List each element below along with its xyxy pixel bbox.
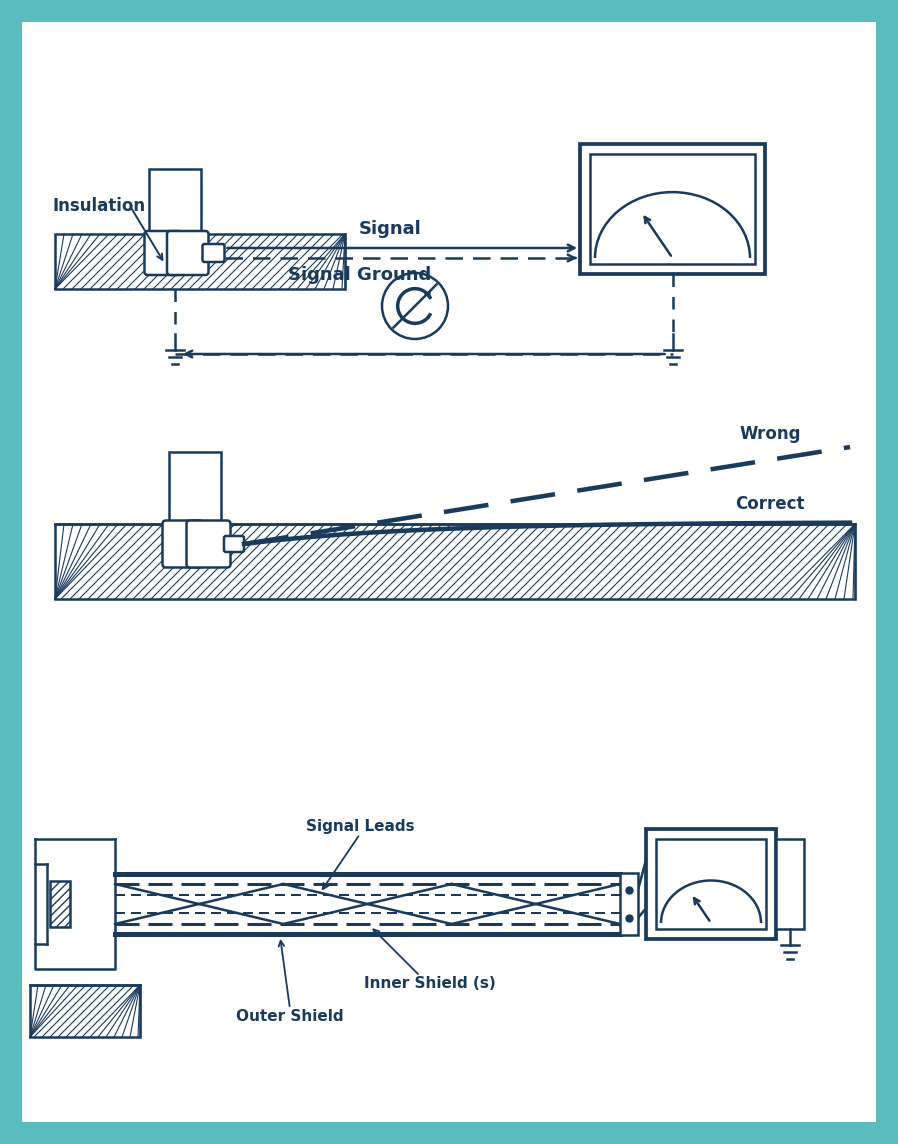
FancyBboxPatch shape <box>224 537 244 553</box>
FancyBboxPatch shape <box>145 231 182 275</box>
Bar <box>149 169 201 235</box>
Text: Correct: Correct <box>735 495 805 514</box>
Text: Signal Ground: Signal Ground <box>288 267 432 284</box>
Bar <box>656 839 766 929</box>
Bar <box>30 985 140 1036</box>
Bar <box>776 839 804 929</box>
FancyBboxPatch shape <box>163 521 203 567</box>
Text: Signal Leads: Signal Leads <box>305 819 414 834</box>
Text: Insulation: Insulation <box>52 197 145 215</box>
Bar <box>580 144 765 275</box>
FancyBboxPatch shape <box>187 521 231 567</box>
Bar <box>55 524 855 599</box>
FancyBboxPatch shape <box>167 231 208 275</box>
Text: Inner Shield (s): Inner Shield (s) <box>364 976 496 991</box>
Bar <box>55 235 345 289</box>
Text: Wrong: Wrong <box>739 426 801 443</box>
Bar <box>590 154 755 264</box>
Bar <box>169 452 221 524</box>
FancyBboxPatch shape <box>203 244 224 262</box>
Bar <box>620 873 638 935</box>
Text: Outer Shield: Outer Shield <box>236 1009 344 1024</box>
Text: Signal: Signal <box>358 220 421 238</box>
Bar <box>50 881 70 927</box>
Bar <box>646 829 776 939</box>
